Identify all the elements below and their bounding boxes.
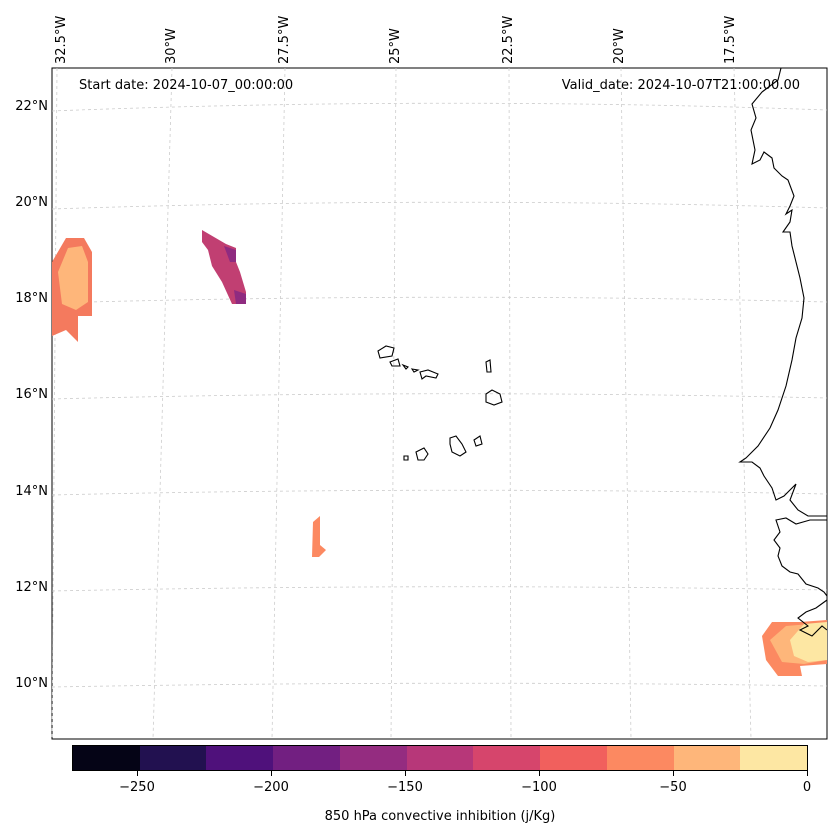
colorbar-bin bbox=[73, 746, 140, 770]
island-santa-luzia bbox=[401, 363, 409, 370]
lat-label-12n: 12°N bbox=[15, 580, 48, 595]
cin-region-se-core bbox=[790, 622, 827, 662]
cin-region-strip-core bbox=[224, 246, 236, 262]
lon-label-17-5w: 17.5°W bbox=[723, 15, 738, 64]
colorbar-bin bbox=[606, 746, 674, 770]
colorbar-label-minus-100: −100 bbox=[521, 780, 557, 795]
cin-region-south bbox=[312, 516, 326, 557]
colorbar-bin bbox=[139, 746, 207, 770]
lon-label-32-5w: 32.5°W bbox=[54, 15, 69, 64]
cin-contours bbox=[52, 230, 827, 676]
lat-label-20n: 20°N bbox=[15, 195, 48, 210]
lat-label-16n: 16°N bbox=[15, 387, 48, 402]
island-boa-vista bbox=[485, 389, 503, 406]
colorbar-bin bbox=[339, 746, 407, 770]
valid-date-label: Valid_date: 2024-10-07T21:00:00.00 bbox=[561, 78, 800, 93]
gridlines bbox=[51, 67, 828, 740]
lat-label-18n: 18°N bbox=[15, 291, 48, 306]
lon-label-30w: 30°W bbox=[164, 28, 179, 64]
colorbar-bin bbox=[740, 746, 808, 770]
map-frame bbox=[51, 67, 828, 740]
colorbar-bin bbox=[673, 746, 741, 770]
lat-label-22n: 22°N bbox=[15, 99, 48, 114]
africa-coast bbox=[738, 67, 827, 517]
cin-region-west-inner bbox=[58, 246, 88, 310]
island-santiago bbox=[449, 435, 467, 457]
cin-region-strip-core2 bbox=[234, 290, 246, 304]
colorbar bbox=[72, 745, 808, 771]
bijagos-coast bbox=[797, 599, 828, 637]
lon-label-20w: 20°W bbox=[612, 28, 627, 64]
start-date-label: Start date: 2024-10-07_00:00:00 bbox=[79, 78, 294, 93]
colorbar-tick bbox=[539, 771, 540, 776]
colorbar-label-minus-200: −200 bbox=[253, 780, 289, 795]
colorbar-title: 850 hPa convective inhibition (j/Kg) bbox=[324, 809, 556, 824]
lat-label-14n: 14°N bbox=[15, 484, 48, 499]
lon-label-25w: 25°W bbox=[388, 28, 403, 64]
colorbar-label-minus-250: −250 bbox=[119, 780, 155, 795]
colorbar-tick bbox=[271, 771, 272, 776]
africa-coast-south bbox=[773, 517, 828, 597]
lon-label-22-5w: 22.5°W bbox=[501, 15, 516, 64]
coastlines bbox=[377, 67, 828, 637]
colorbar-tick bbox=[807, 771, 808, 776]
colorbar-tick bbox=[405, 771, 406, 776]
island-santo-antao bbox=[377, 345, 395, 359]
island-brava bbox=[403, 455, 409, 461]
colorbar-bin bbox=[206, 746, 274, 770]
colorbar-label-minus-50: −50 bbox=[659, 780, 687, 795]
island-sao-nicolau bbox=[410, 368, 439, 380]
colorbar-tick bbox=[137, 771, 138, 776]
island-sal bbox=[485, 359, 492, 373]
colorbar-bin bbox=[406, 746, 474, 770]
island-fogo bbox=[415, 447, 429, 461]
lon-label-27-5w: 27.5°W bbox=[277, 15, 292, 64]
colorbar-label-0: 0 bbox=[802, 780, 812, 795]
lat-label-10n: 10°N bbox=[15, 676, 48, 691]
colorbar-tick bbox=[673, 771, 674, 776]
island-sao-vicente bbox=[389, 358, 401, 367]
cin-region-strip-outer bbox=[202, 230, 246, 304]
colorbar-bin bbox=[473, 746, 541, 770]
colorbar-label-minus-150: −150 bbox=[387, 780, 423, 795]
island-maio bbox=[473, 435, 483, 447]
colorbar-bin bbox=[540, 746, 607, 770]
colorbar-bin bbox=[273, 746, 340, 770]
